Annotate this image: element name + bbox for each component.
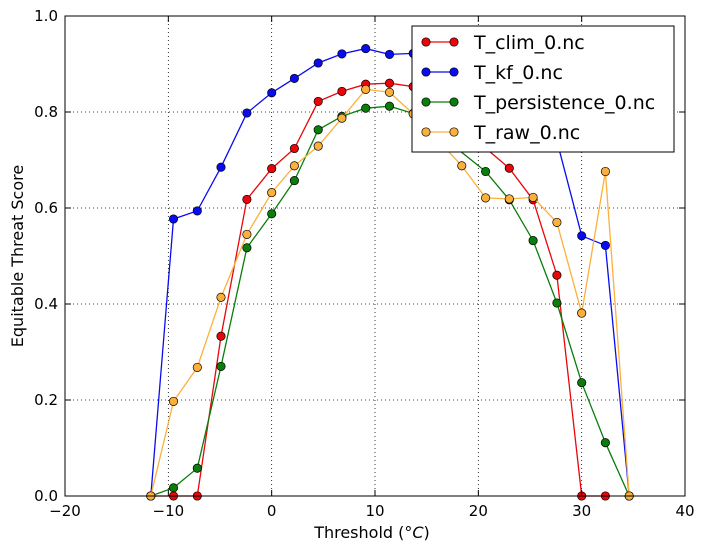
data-point: [552, 298, 562, 308]
data-point: [242, 108, 252, 118]
data-point: [481, 166, 491, 177]
data-point: [168, 483, 179, 493]
data-point: [337, 113, 347, 123]
x-tick-label: 30: [572, 502, 591, 520]
data-point: [361, 84, 371, 94]
series-t-persistence-0-nc: [146, 101, 634, 501]
data-point: [528, 236, 538, 246]
legend-label: T_kf_0.nc: [473, 62, 563, 84]
x-tick-label: −10: [153, 502, 185, 520]
data-point: [192, 362, 202, 372]
legend-marker: [449, 37, 459, 47]
legend: T_clim_0.nc T_kf_0.nc T_persistence_0.nc T_…: [411, 25, 675, 153]
x-axis-label-close: ): [424, 523, 430, 542]
data-point: [504, 194, 514, 204]
y-tick-label: 0.8: [34, 103, 58, 121]
y-tick-label: 1.0: [34, 7, 58, 25]
x-tick-label: 10: [365, 502, 384, 520]
legend-marker: [421, 67, 431, 77]
data-point: [577, 378, 587, 388]
data-point: [313, 58, 323, 68]
data-point: [337, 49, 347, 59]
legend-label: T_persistence_0.nc: [473, 92, 655, 114]
data-point: [361, 103, 371, 113]
data-point: [384, 87, 395, 97]
y-tick-label: 0.2: [34, 391, 58, 409]
data-point: [457, 161, 467, 171]
data-point: [267, 88, 277, 98]
data-point: [384, 49, 395, 59]
legend-item: T_kf_0.nc: [421, 62, 563, 84]
data-point: [600, 438, 610, 448]
data-point: [267, 209, 277, 219]
data-point: [192, 463, 202, 473]
series-line: [150, 47, 630, 497]
legend-marker: [421, 127, 431, 137]
data-point: [384, 78, 395, 88]
x-tick-label: −20: [49, 502, 81, 520]
y-axis-label: Equitable Threat Score: [8, 165, 27, 347]
data-point: [242, 229, 252, 239]
data-point: [577, 308, 587, 318]
data-point: [552, 270, 562, 280]
legend-label: T_clim_0.nc: [473, 32, 585, 54]
data-point: [289, 73, 299, 83]
data-point: [600, 166, 610, 177]
x-tick-label: 20: [469, 502, 488, 520]
legend-label: T_raw_0.nc: [473, 122, 580, 144]
axis-ticks: [64, 15, 686, 497]
y-tick-label: 0.0: [34, 487, 58, 505]
series-t-kf-0-nc: [146, 44, 634, 501]
data-point: [504, 163, 514, 173]
legend-marker: [449, 67, 459, 77]
y-tick-label: 0.4: [34, 295, 58, 313]
data-point: [481, 193, 491, 203]
data-point: [168, 214, 179, 224]
data-point: [242, 194, 252, 204]
data-point: [289, 161, 299, 171]
data-point: [289, 143, 299, 154]
legend-item: T_persistence_0.nc: [421, 92, 655, 114]
data-point: [384, 101, 395, 111]
series-t-raw-0-nc: [146, 84, 634, 501]
y-tick-label: 0.6: [34, 199, 58, 217]
legend-marker: [421, 97, 431, 107]
legend-marker: [421, 37, 431, 47]
data-point: [337, 86, 347, 96]
series-group: [146, 44, 634, 501]
legend-marker: [449, 97, 459, 107]
data-point: [528, 192, 538, 202]
data-point: [313, 125, 323, 135]
legend-item: T_raw_0.nc: [421, 122, 580, 144]
legend-marker: [449, 127, 459, 137]
data-point: [192, 206, 202, 216]
x-axis-label-text: Threshold (: [313, 523, 404, 542]
tick-labels: −20 −10 0 10 20 30 40 0.0 0.2 0.4 0.6 0.8 1.0: [34, 7, 694, 520]
data-point: [267, 164, 277, 174]
x-axis-label-unit: °C: [404, 523, 424, 542]
data-point: [552, 217, 562, 227]
data-point: [577, 231, 587, 241]
x-axis-label: Threshold (°C): [313, 523, 430, 542]
data-point: [216, 361, 226, 371]
series-line: [150, 88, 630, 497]
data-point: [289, 176, 299, 186]
data-point: [242, 243, 252, 253]
x-tick-label: 40: [675, 502, 694, 520]
x-tick-label: 0: [267, 502, 277, 520]
data-point: [216, 162, 226, 172]
legend-item: T_clim_0.nc: [421, 32, 585, 54]
data-point: [216, 292, 226, 302]
data-point: [267, 188, 277, 198]
data-point: [168, 396, 179, 406]
data-point: [313, 141, 323, 151]
data-point: [313, 96, 323, 106]
data-point: [216, 331, 226, 341]
data-point: [361, 44, 371, 54]
data-point: [600, 240, 610, 250]
